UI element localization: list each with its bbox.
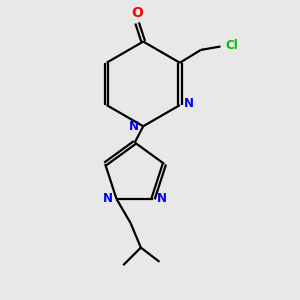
Text: O: O bbox=[131, 6, 143, 20]
Text: N: N bbox=[184, 97, 194, 110]
Text: N: N bbox=[102, 192, 112, 205]
Text: N: N bbox=[129, 120, 139, 133]
Text: N: N bbox=[157, 192, 167, 205]
Text: Cl: Cl bbox=[225, 39, 238, 52]
